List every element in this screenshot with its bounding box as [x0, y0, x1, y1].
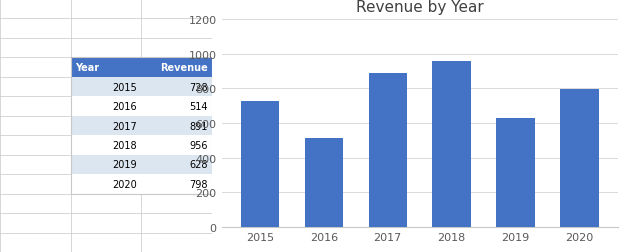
Bar — [71, 155, 212, 174]
Text: 891: 891 — [190, 121, 208, 131]
Bar — [71, 116, 212, 136]
Bar — [560, 89, 598, 227]
Text: 514: 514 — [190, 102, 208, 112]
Bar — [432, 62, 470, 227]
Text: 2020: 2020 — [112, 179, 137, 189]
Bar — [241, 102, 279, 227]
Bar — [71, 97, 212, 116]
Text: Year: Year — [75, 63, 99, 73]
Bar — [71, 174, 212, 194]
Text: 798: 798 — [190, 179, 208, 189]
Text: 2015: 2015 — [112, 82, 137, 92]
Text: 628: 628 — [190, 160, 208, 170]
Bar — [71, 136, 212, 155]
Bar — [71, 58, 212, 194]
Bar — [71, 78, 212, 97]
Bar — [305, 138, 343, 227]
Text: 2017: 2017 — [112, 121, 137, 131]
Text: 956: 956 — [190, 140, 208, 150]
Bar — [369, 73, 407, 227]
Text: 2018: 2018 — [112, 140, 137, 150]
Text: 2019: 2019 — [112, 160, 137, 170]
Text: Revenue: Revenue — [160, 63, 208, 73]
Bar — [496, 119, 535, 227]
Title: Revenue by Year: Revenue by Year — [356, 0, 484, 15]
Bar — [71, 58, 212, 78]
Text: 2016: 2016 — [112, 102, 137, 112]
Text: 728: 728 — [189, 82, 208, 92]
